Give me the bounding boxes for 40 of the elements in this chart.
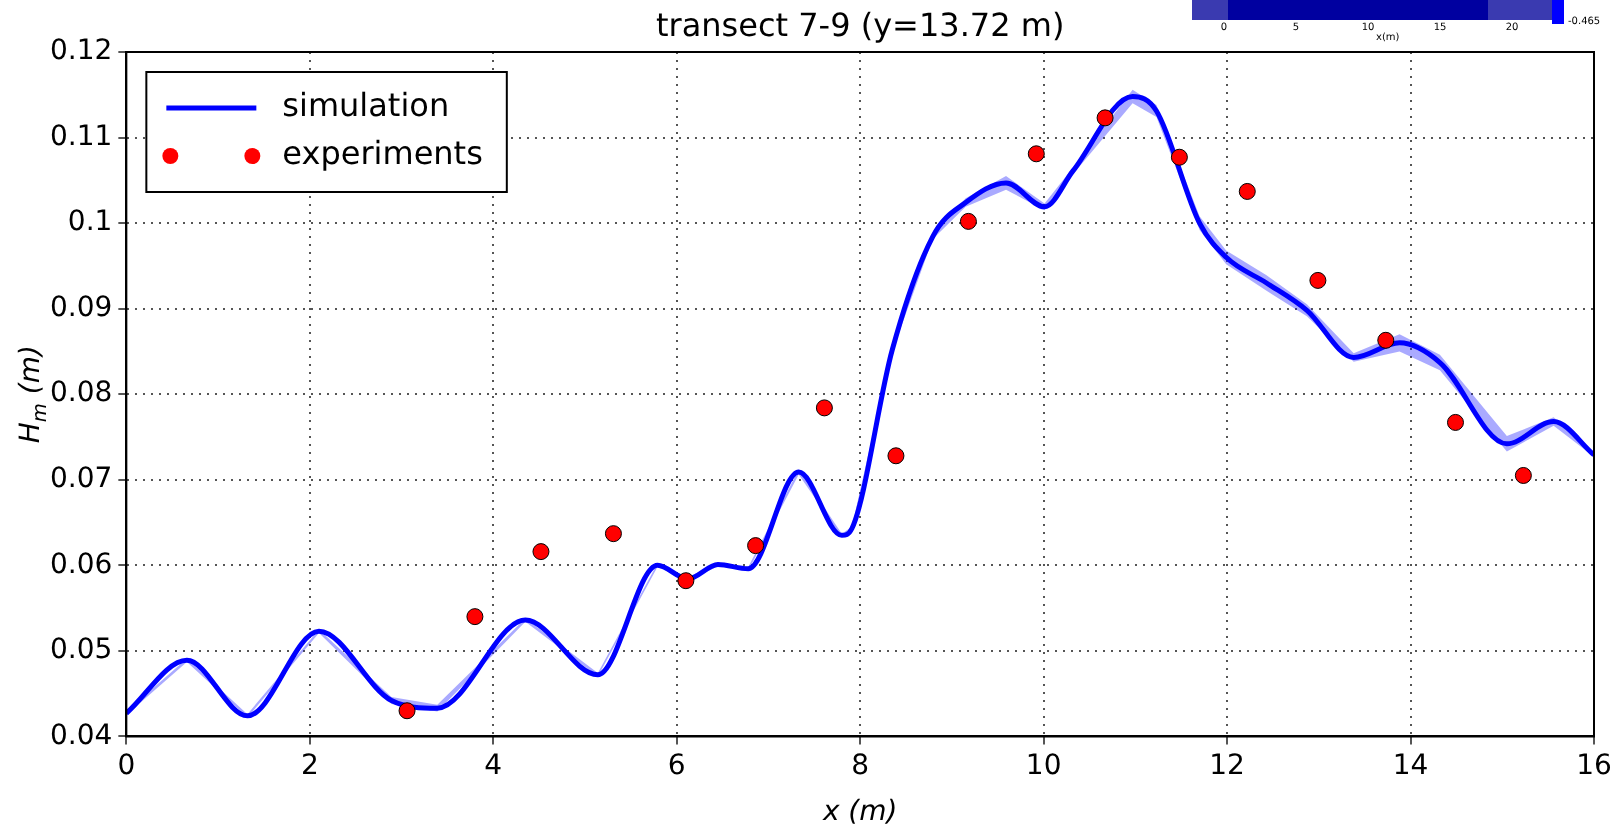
x-tick-label: 10 bbox=[1025, 750, 1062, 783]
point bbox=[1514, 466, 1532, 484]
x-tick-label: 2 bbox=[300, 750, 319, 783]
point bbox=[677, 572, 695, 590]
x-tick-label: 6 bbox=[667, 750, 686, 783]
point bbox=[1027, 145, 1045, 163]
point bbox=[1377, 331, 1395, 349]
point bbox=[398, 702, 416, 720]
legend-label: experiments bbox=[282, 134, 483, 173]
point bbox=[1238, 182, 1256, 200]
point bbox=[466, 608, 484, 626]
x-tick-label: 8 bbox=[851, 750, 870, 783]
y-tick-label: 0.08 bbox=[50, 377, 113, 410]
chart-title: transect 7-9 (y=13.72 m) bbox=[655, 6, 1065, 45]
y-tick-label: 0.06 bbox=[50, 548, 113, 581]
y-tick-label: 0.1 bbox=[67, 206, 113, 239]
y-axis-title: Hm (m) bbox=[15, 345, 52, 444]
point bbox=[604, 525, 622, 543]
point bbox=[532, 543, 550, 561]
x-tick-label: 16 bbox=[1576, 750, 1612, 783]
point bbox=[1446, 413, 1464, 431]
y-tick-label: 0.12 bbox=[50, 35, 113, 68]
y-tick-label: 0.11 bbox=[50, 120, 113, 153]
y-tick-label: 0.07 bbox=[50, 463, 113, 496]
x-tick-label: 14 bbox=[1392, 750, 1429, 783]
x-tick-label: 12 bbox=[1209, 750, 1245, 783]
y-tick-label: 0.05 bbox=[50, 634, 113, 667]
point bbox=[1309, 271, 1327, 289]
point bbox=[887, 447, 905, 465]
point bbox=[1096, 109, 1114, 127]
x-tick-label: 0 bbox=[117, 750, 136, 783]
x-tick-label: 4 bbox=[484, 750, 503, 783]
x-axis-title: x (m) bbox=[820, 795, 898, 828]
legend-label: simulation bbox=[282, 86, 450, 125]
point bbox=[1170, 148, 1188, 166]
y-tick-label: 0.04 bbox=[50, 719, 113, 752]
point bbox=[815, 399, 833, 417]
point bbox=[747, 537, 765, 555]
y-tick-label: 0.09 bbox=[50, 291, 113, 324]
point bbox=[959, 212, 977, 230]
